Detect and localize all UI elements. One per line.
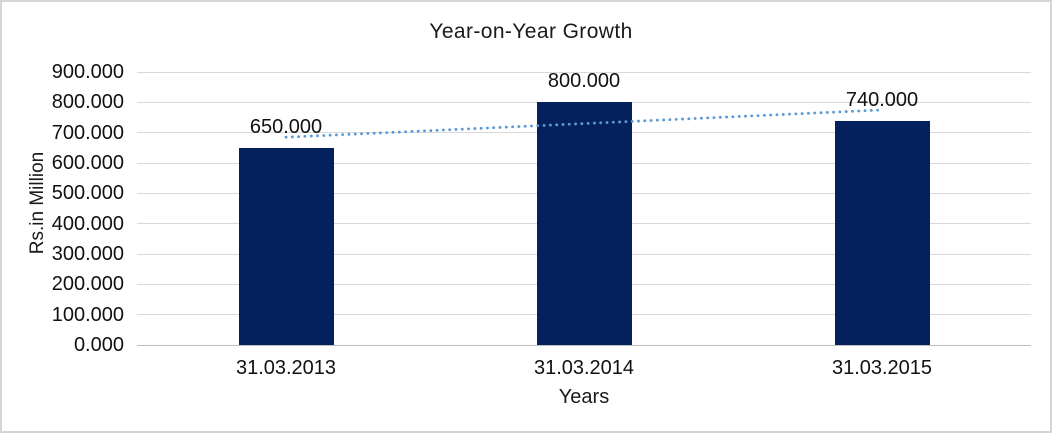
y-tick-label: 200.000 — [51, 273, 124, 296]
y-tick-label: 0.000 — [73, 334, 124, 356]
y-tick-label: 800.000 — [51, 91, 124, 114]
y-tick-label: 300.000 — [51, 243, 124, 265]
x-tick-label: 31.03.2014 — [533, 357, 635, 379]
bar — [536, 102, 632, 345]
x-axis-title: Years — [558, 386, 610, 408]
y-tick-label: 400.000 — [51, 212, 124, 235]
x-axis-line — [137, 345, 1031, 346]
x-tick-label: 31.03.2013 — [235, 357, 337, 379]
bar-value-label: 800.000 — [547, 70, 621, 93]
bar-value-label: 740.000 — [845, 88, 919, 111]
gridline — [137, 71, 1031, 73]
bar — [238, 147, 334, 345]
y-tick-label: 700.000 — [51, 121, 124, 144]
x-tick-label: 31.03.2015 — [831, 357, 933, 379]
y-tick-label: 900.000 — [51, 61, 124, 83]
y-tick-label: 100.000 — [51, 303, 124, 326]
y-tick-label: 500.000 — [51, 182, 124, 205]
bar — [834, 120, 930, 345]
bar-value-label: 650.000 — [249, 115, 323, 138]
y-tick-label: 600.000 — [51, 152, 124, 174]
chart-title: Year-on-Year Growth — [429, 20, 633, 43]
